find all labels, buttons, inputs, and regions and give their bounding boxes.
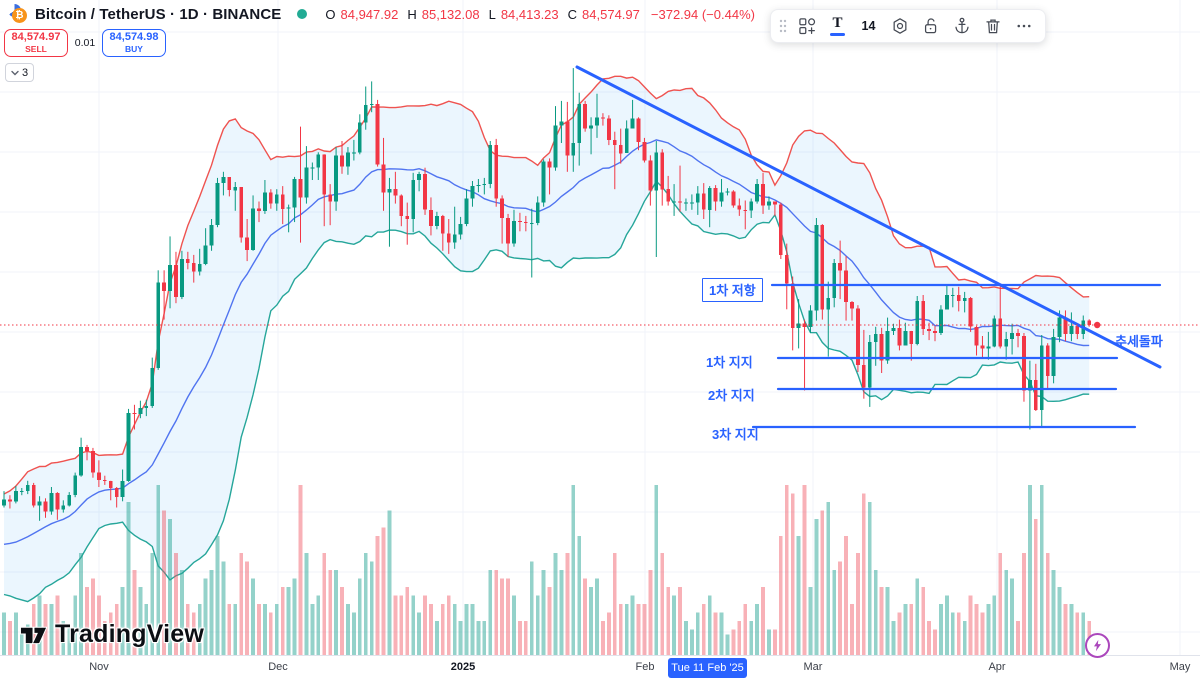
drag-dots-icon	[779, 19, 787, 33]
add-widget-button[interactable]	[791, 12, 822, 40]
sell-label: SELL	[25, 44, 47, 55]
lightning-icon	[1093, 639, 1102, 652]
time-axis-label-apr: Apr	[988, 661, 1006, 673]
font-size-button[interactable]: 14	[853, 12, 884, 40]
close-value: 84,574.97	[582, 6, 640, 22]
toolbar-drag-handle[interactable]	[775, 12, 791, 40]
high-value: 85,132.08	[421, 6, 480, 22]
settings-hex-icon	[893, 18, 906, 34]
font-size-value: 14	[861, 19, 876, 33]
trend-breakout-label[interactable]: 추세돌파	[1115, 334, 1163, 349]
drawing-trendline[interactable]	[575, 65, 1162, 369]
open-label: O	[325, 6, 336, 22]
support-1-label[interactable]: 1차 지지	[706, 355, 753, 370]
time-axis[interactable]: Nov Dec 2025 Feb Mar Apr May Tue 11 Feb '25	[0, 655, 1200, 680]
sell-button[interactable]: 84,574.97 SELL	[4, 29, 68, 57]
tradingview-logo-text: TradingView	[55, 620, 205, 648]
symbol-title[interactable]: Bitcoin / TetherUS · 1D · BINANCE	[35, 5, 282, 23]
unlock-icon	[924, 18, 936, 34]
time-axis-label-feb: Feb	[635, 661, 655, 673]
time-axis-label-nov: Nov	[89, 661, 109, 673]
text-color-underline	[830, 33, 845, 36]
time-axis-label-may: May	[1169, 661, 1191, 673]
spread-value: 0.01	[74, 37, 96, 49]
market-status-dot	[297, 9, 308, 19]
tradingview-logo[interactable]: TradingView	[20, 620, 204, 649]
flash-button[interactable]	[1085, 633, 1110, 658]
support-2-label[interactable]: 2차 지지	[708, 388, 755, 403]
tradingview-logo-mark	[20, 626, 47, 645]
chevron-down-icon	[11, 70, 19, 75]
close-label: C	[567, 6, 578, 22]
high-label: H	[407, 6, 417, 22]
grid-plus-icon	[798, 18, 815, 35]
open-value: 84,947.92	[340, 6, 399, 22]
ellipsis-icon	[1016, 24, 1031, 28]
buy-price: 84,574.98	[109, 31, 159, 44]
lock-button[interactable]	[915, 12, 946, 40]
anchor-button[interactable]	[946, 12, 977, 40]
low-label: L	[488, 6, 496, 22]
btc-pair-icon: ₿	[8, 4, 28, 24]
selected-date-badge: Tue 11 Feb '25	[668, 658, 747, 678]
time-axis-label-dec: Dec	[268, 661, 288, 673]
buy-button[interactable]: 84,574.98 BUY	[102, 29, 166, 57]
settings-button[interactable]	[884, 12, 915, 40]
sell-price: 84,574.97	[11, 31, 61, 44]
time-axis-label-2025: 2025	[450, 661, 476, 673]
buy-label: BUY	[125, 44, 143, 55]
low-value: 84,413.23	[500, 6, 559, 22]
symbol-header: ₿ Bitcoin / TetherUS · 1D · BINANCE O 84,…	[8, 4, 755, 24]
trade-buttons: 84,574.97 SELL 0.01 84,574.98 BUY	[4, 29, 166, 57]
indicators-count: 3	[22, 66, 29, 79]
support-3-label[interactable]: 3차 지지	[712, 427, 759, 442]
text-tool-icon: T	[832, 15, 843, 31]
trash-icon	[985, 19, 1000, 34]
collapsed-indicators-chip[interactable]: 3	[5, 63, 35, 82]
text-tool-button[interactable]: T	[822, 12, 853, 40]
drawing-toolbar: T 14	[770, 9, 1046, 43]
anchor-icon	[954, 17, 969, 34]
delete-button[interactable]	[977, 12, 1008, 40]
change-value: −372.94 (−0.44%)	[650, 6, 755, 22]
resistance-1-label[interactable]: 1차 저항	[702, 278, 763, 302]
ohlc-readout: O 84,947.92 H 85,132.08 L 84,413.23 C 84,574…	[325, 7, 755, 22]
more-options-button[interactable]	[1008, 12, 1039, 40]
time-axis-label-mar: Mar	[803, 661, 823, 673]
